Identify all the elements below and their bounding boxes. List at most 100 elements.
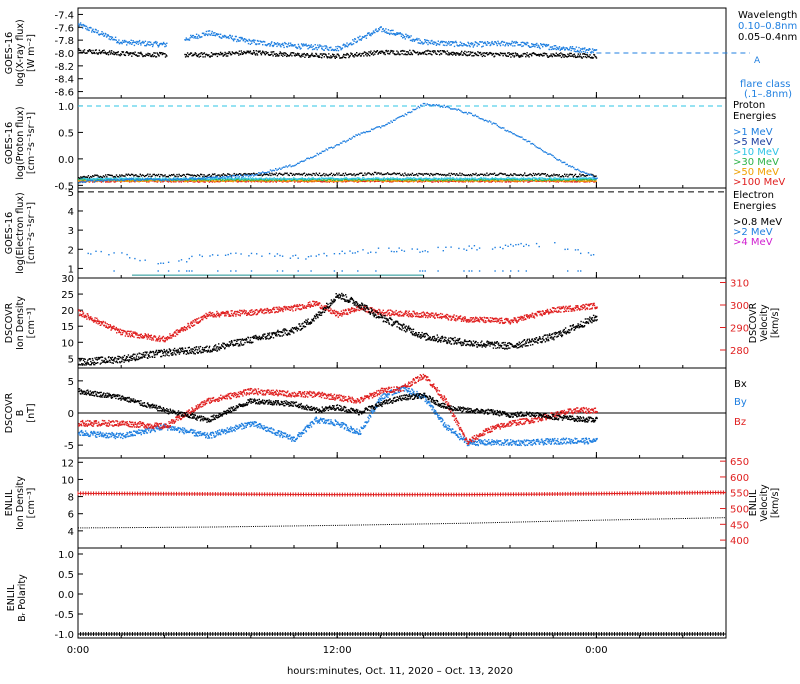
xray-short-point xyxy=(226,53,227,54)
proton-5mev-point xyxy=(455,175,456,176)
electron-2mev-point xyxy=(189,258,190,259)
electron-2mev-point xyxy=(121,252,122,253)
dscovr-velocity-point xyxy=(125,335,126,336)
xray-short-point xyxy=(510,56,511,57)
proton-1mev-point xyxy=(165,179,166,180)
electron-2mev-point xyxy=(554,242,555,243)
xray-short-point xyxy=(226,55,227,56)
xray-long-point xyxy=(308,45,309,46)
xray-long-point xyxy=(163,42,164,43)
xray-short-point xyxy=(583,56,584,57)
xray-long-point xyxy=(96,29,97,30)
xray-short-point xyxy=(162,54,163,55)
electron-2mev-point xyxy=(168,270,169,271)
proton-1mev-point xyxy=(352,137,353,138)
electron-2mev-point xyxy=(492,248,493,249)
xray-long-point xyxy=(302,45,303,46)
proton-1mev-point xyxy=(555,158,556,159)
xray-long-point xyxy=(118,42,119,43)
xray-short-point xyxy=(403,50,404,51)
xray-long-point xyxy=(491,41,492,42)
xray-short-point xyxy=(368,54,369,55)
xray-long-point xyxy=(388,29,389,30)
proton-5mev-point xyxy=(118,176,119,177)
proton-1mev-point xyxy=(363,132,364,133)
dscovr-velocity-point xyxy=(209,314,210,315)
proton-5mev-point xyxy=(214,173,215,174)
proton-1mev-point xyxy=(345,141,346,142)
xray-short-point xyxy=(321,57,322,58)
dscovr-velocity-point xyxy=(202,319,203,320)
xray-short-point xyxy=(467,54,468,55)
electron-2mev-point xyxy=(367,252,368,253)
electron-2mev-point xyxy=(191,270,192,271)
dscovr-velocity-point xyxy=(139,337,140,338)
dscovr-velocity-point xyxy=(122,332,123,333)
xray-short-point xyxy=(252,52,253,53)
proton-1mev-point xyxy=(227,176,228,177)
proton-1mev-point xyxy=(344,140,345,141)
proton-1mev-point xyxy=(486,120,487,121)
proton-10mev-point xyxy=(474,177,475,178)
dscovr-velocity-point xyxy=(157,340,158,341)
electron-2mev-point xyxy=(494,247,495,248)
proton-1mev-point xyxy=(267,171,268,172)
proton-1mev-point xyxy=(271,170,272,171)
xray-short-point xyxy=(502,55,503,56)
proton-1mev-point xyxy=(386,124,387,125)
proton-5mev-point xyxy=(139,176,140,177)
xray-short-point xyxy=(528,56,529,57)
xray-long-point xyxy=(157,45,158,46)
proton-1mev-point xyxy=(274,170,275,171)
xray-short-point xyxy=(555,55,556,56)
proton-1mev-point xyxy=(466,112,467,113)
xray-short-point xyxy=(110,53,111,54)
xray-long-point xyxy=(420,40,421,41)
electron-2mev-point xyxy=(450,246,451,247)
dscovr-velocity-point xyxy=(103,321,104,322)
xray-short-point xyxy=(373,54,374,55)
proton-1mev-point xyxy=(335,145,336,146)
xray-short-point xyxy=(156,56,157,57)
xray-long-point xyxy=(346,46,347,47)
xray-short-point xyxy=(584,54,585,55)
proton-1mev-point xyxy=(497,125,498,126)
xray-long-point xyxy=(140,43,141,44)
proton-1mev-point xyxy=(444,105,445,106)
dscovr-velocity-point xyxy=(115,329,116,330)
electron-2mev-point xyxy=(396,251,397,252)
proton-1mev-point xyxy=(294,165,295,166)
xray-short-point xyxy=(386,51,387,52)
proton-1mev-point xyxy=(412,109,413,110)
proton-50mev-point xyxy=(310,181,311,182)
xray-long-point xyxy=(166,43,167,44)
proton-1mev-point xyxy=(560,160,561,161)
dscovr-velocity-point xyxy=(197,318,198,319)
proton-10mev-point xyxy=(272,179,273,180)
xray-short-point xyxy=(274,54,275,55)
proton-1mev-point xyxy=(155,179,156,180)
dscovr-velocity-point xyxy=(219,316,220,317)
proton-5mev-point xyxy=(120,176,121,177)
xray-short-point xyxy=(99,52,100,53)
xray-long-point xyxy=(451,44,452,45)
xray-long-point xyxy=(576,46,577,47)
xray-long-point xyxy=(149,45,150,46)
xray-short-point xyxy=(475,52,476,53)
xray-short-point xyxy=(195,53,196,54)
proton-1mev-point xyxy=(104,180,105,181)
proton-5mev-point xyxy=(234,173,235,174)
proton-1mev-point xyxy=(232,175,233,176)
proton-100mev-point xyxy=(432,181,433,182)
proton-1mev-point xyxy=(327,149,328,150)
xray-long-point xyxy=(497,45,498,46)
xray-long-point xyxy=(101,33,102,34)
proton-1mev-point xyxy=(359,134,360,135)
xray-short-point xyxy=(449,54,450,55)
xray-long-point xyxy=(318,46,319,47)
proton-1mev-point xyxy=(385,124,386,125)
proton-1mev-point xyxy=(453,108,454,109)
electron-2mev-point xyxy=(437,270,438,271)
xray-long-point xyxy=(280,46,281,47)
proton-1mev-point xyxy=(305,159,306,160)
